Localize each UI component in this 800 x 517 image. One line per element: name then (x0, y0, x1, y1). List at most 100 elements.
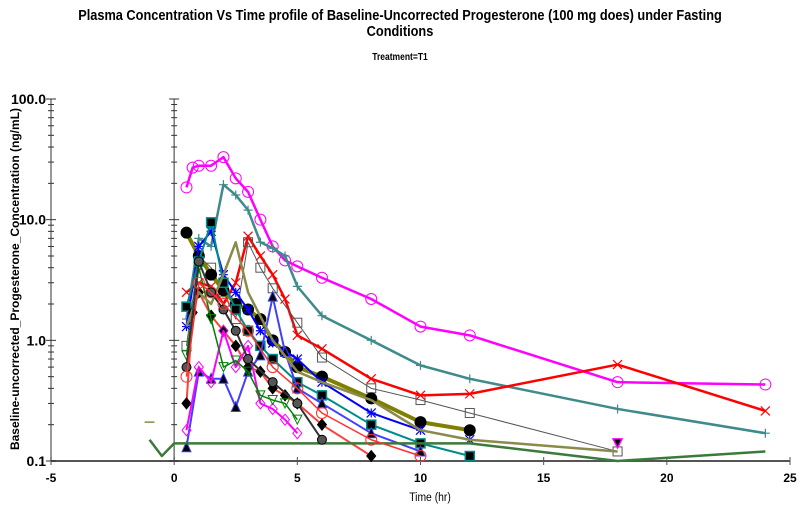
data-point (292, 330, 303, 341)
data-point (317, 343, 327, 354)
data-point (316, 418, 328, 431)
data-point (414, 450, 427, 463)
data-point (180, 370, 193, 383)
data-point (267, 338, 278, 348)
x-tick-label: 20 (660, 471, 674, 485)
data-point (180, 226, 193, 239)
data-point (291, 382, 304, 395)
series-line (185, 329, 299, 434)
data-point (193, 256, 204, 267)
data-point (242, 185, 255, 198)
data-point (230, 325, 241, 336)
series-subject-13 (185, 240, 618, 453)
data-point (205, 314, 217, 325)
x-tick-label: 10 (414, 471, 428, 485)
data-point (267, 395, 279, 406)
data-point (255, 348, 266, 361)
data-point (181, 397, 192, 410)
data-point (218, 372, 229, 384)
data-point (279, 413, 291, 426)
data-point (243, 237, 254, 248)
data-point (206, 226, 217, 237)
data-point (366, 449, 377, 463)
data-point (193, 241, 204, 252)
data-point (255, 251, 266, 261)
data-point (230, 355, 242, 367)
data-point (365, 293, 378, 306)
data-point (243, 304, 253, 315)
data-point (186, 161, 199, 174)
data-point (463, 424, 476, 437)
data-point (365, 433, 378, 446)
data-point (414, 320, 427, 333)
series-line (185, 240, 618, 453)
data-point (316, 434, 327, 445)
data-point (415, 395, 426, 406)
data-point (611, 438, 624, 450)
data-point (229, 172, 242, 185)
data-point (266, 361, 279, 374)
data-point (218, 180, 228, 190)
data-point (280, 251, 290, 261)
data-point (205, 268, 218, 281)
data-point (612, 359, 623, 370)
chart-subtitle: Treatment=T1 (372, 52, 428, 63)
x-tick-label: 5 (294, 471, 301, 485)
data-point (230, 277, 241, 288)
data-point (366, 408, 377, 418)
data-point (292, 281, 302, 291)
data-point (230, 400, 242, 413)
data-point (181, 362, 192, 373)
data-point (267, 382, 278, 395)
data-point (292, 398, 303, 409)
data-point (267, 402, 278, 416)
data-point (255, 237, 265, 247)
data-point (230, 287, 241, 298)
series-line (185, 155, 766, 386)
data-point (267, 377, 278, 388)
series-subject-10 (181, 324, 303, 440)
x-axis-label: Time (hr) (409, 492, 451, 504)
data-point (267, 289, 278, 302)
x-tick-label: 25 (783, 471, 797, 485)
data-point (292, 317, 303, 328)
series-group (144, 151, 772, 463)
data-point (206, 241, 216, 251)
data-point (279, 398, 291, 410)
series-subject-12 (148, 438, 766, 463)
data-point (613, 404, 623, 414)
series-subject-16 (611, 438, 624, 450)
data-point (242, 366, 254, 378)
y-tick-label: 100.0 (11, 91, 46, 107)
data-point (255, 397, 266, 410)
data-point (192, 159, 205, 172)
data-point (463, 329, 476, 342)
data-point (267, 269, 278, 280)
data-point (231, 190, 241, 200)
data-point (181, 423, 192, 437)
data-point (243, 354, 254, 365)
x-tick-label: 15 (537, 471, 551, 485)
axes: -5 0 5 10 15 20 25 0.1 1.0 10.0 100.0 (11, 91, 797, 485)
data-point (181, 440, 192, 453)
data-point (255, 262, 266, 273)
chart-title: Plasma Concentration Vs Time profile of … (78, 8, 722, 40)
data-point (416, 360, 425, 370)
data-point (366, 335, 376, 345)
data-point (194, 233, 204, 243)
data-point (181, 301, 192, 312)
data-point (279, 389, 291, 402)
y-tick-label: 1.0 (27, 332, 47, 348)
data-point (315, 271, 328, 284)
series-line (185, 282, 421, 457)
data-point (180, 181, 193, 194)
data-point (464, 407, 475, 418)
series-line (185, 183, 766, 435)
series-subject-15 (180, 276, 427, 463)
data-point (242, 324, 255, 337)
series-line (148, 438, 766, 463)
data-point (230, 360, 241, 374)
data-point (255, 390, 266, 401)
data-point (291, 260, 304, 273)
